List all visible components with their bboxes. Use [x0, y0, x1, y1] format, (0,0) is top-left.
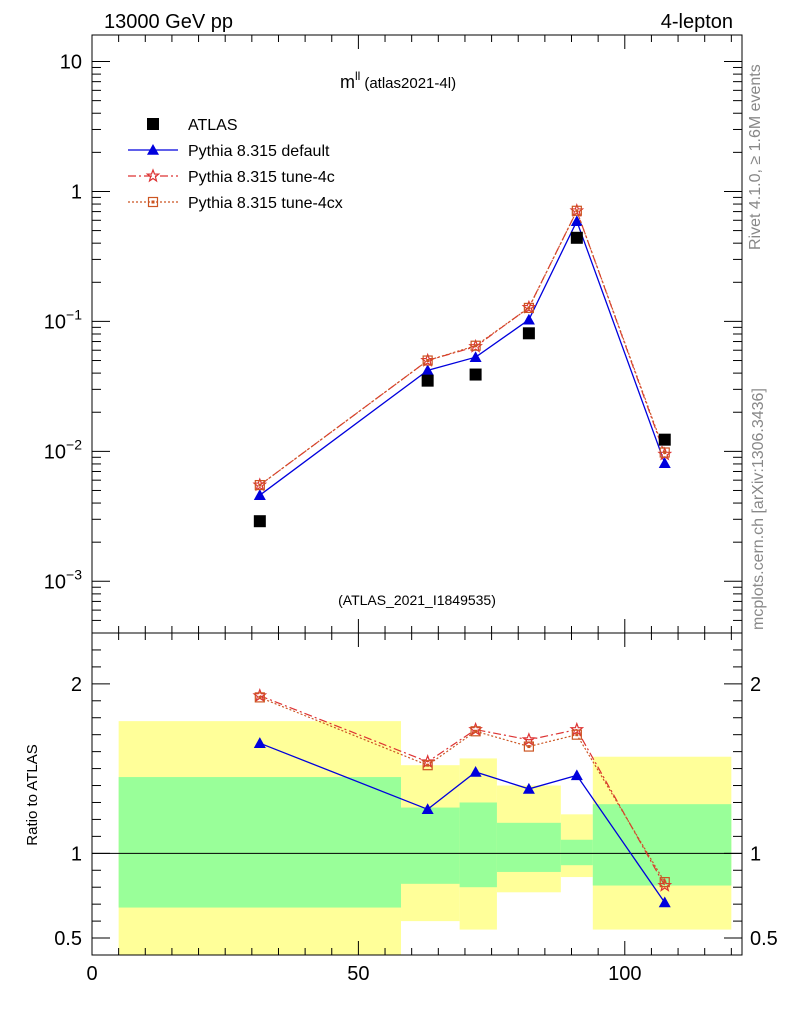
pythia-default-point — [421, 364, 434, 376]
legend-label: Pythia 8.315 tune-4c — [188, 169, 335, 186]
y-tick-base: 10 — [44, 311, 66, 333]
uncertainty-band-green — [592, 804, 732, 886]
pythia-default-point — [253, 489, 266, 500]
series-line-star — [259, 209, 666, 486]
pythia-default-point — [469, 765, 482, 777]
pythia-tune-4cx-point — [422, 355, 433, 366]
ratio-y-tick-label-right: 0.5 — [750, 928, 778, 950]
title-paren: (atlas2021-4l) — [364, 75, 456, 92]
ratio-y-tick-label-right: 2 — [750, 674, 761, 696]
pythia-tune-4cx-point-core — [258, 483, 262, 487]
pythia-tune-4cx-point — [470, 340, 481, 351]
uncertainty-band-green — [496, 822, 561, 872]
pythia-tune-4cx-point — [254, 479, 265, 491]
pythia-tune-4cx-point — [523, 741, 534, 752]
pythia-tune-4cx-point-core — [527, 745, 531, 749]
pythia-tune-4cx-point — [470, 726, 481, 737]
atlas-data-point — [570, 231, 583, 244]
ratio-panel — [92, 687, 742, 955]
y-tick-label: 1 — [71, 181, 82, 203]
y-tick-base: 10 — [44, 571, 66, 593]
main-panel: (ATLAS_2021_I1849535) mll (atlas2021-4l) AT… — [128, 69, 673, 608]
ratio-y-tick-label: 1 — [71, 843, 82, 865]
legend-label: Pythia 8.315 default — [188, 143, 330, 160]
y-tick-exponent: −3 — [66, 566, 82, 582]
pythia-tune-4cx-point — [571, 729, 582, 740]
uncertainty-band-green — [560, 839, 593, 866]
atlas-data-point — [421, 374, 434, 387]
ratio-y-tick-label-right: 1 — [750, 843, 761, 865]
header-process: 13000 GeV pp — [104, 11, 233, 33]
pythia-default-point — [570, 769, 583, 781]
pythia-tune-4c-point — [569, 721, 585, 736]
y-tick-exponent: −1 — [66, 306, 82, 322]
side-label-rivet: Rivet 4.1.0, ≥ 1.6M events — [747, 64, 764, 250]
ratio-y-tick-label: 0.5 — [54, 928, 82, 950]
pythia-tune-4cx-point — [422, 760, 433, 771]
pythia-default-point — [570, 215, 583, 227]
pythia-tune-4c-point — [145, 168, 161, 183]
atlas-data-point — [522, 327, 535, 340]
pythia-tune-4cx-point-core — [663, 450, 667, 454]
series-line-triangle — [259, 219, 666, 496]
series-line-square — [259, 209, 666, 486]
pythia-tune-4cx-point-core — [575, 209, 579, 213]
y-tick-exponent: −2 — [66, 436, 82, 452]
pythia-tune-4cx-point — [659, 877, 670, 888]
pythia-tune-4cx-point — [254, 692, 265, 703]
series-line-star — [259, 695, 666, 886]
pythia-tune-4cx-point-core — [426, 359, 430, 363]
atlas-data-point — [658, 433, 671, 446]
pythia-default-point — [658, 896, 671, 908]
ratio-y-axis-label: Ratio to ATLAS — [24, 744, 41, 845]
plot-title: mll (atlas2021-4l) — [340, 69, 456, 92]
pythia-default-point — [421, 803, 434, 815]
y-tick-label: 10−2 — [44, 436, 82, 463]
pythia-default-point — [253, 737, 266, 748]
title-main: m — [340, 72, 355, 92]
legend-label: ATLAS — [188, 117, 238, 134]
pythia-default-point — [658, 457, 671, 469]
title-superscript: ll — [355, 69, 360, 83]
pythia-tune-4cx-point — [659, 447, 670, 458]
analysis-id-label: (ATLAS_2021_I1849535) — [338, 592, 496, 608]
series-line-square — [259, 696, 666, 883]
pythia-tune-4cx-point-core — [663, 880, 667, 884]
y-tick-label: 10 — [60, 52, 82, 74]
y-tick-label: 10−3 — [44, 566, 82, 593]
atlas-data-point — [469, 368, 482, 381]
ratio-y-tick-label: 2 — [71, 674, 82, 696]
uncertainty-band-green — [118, 777, 402, 908]
ratio-frame — [91, 632, 743, 956]
pythia-default-point — [147, 144, 159, 155]
side-label-mcplots: mcplots.cern.ch [arXiv:1306.3436] — [750, 388, 767, 630]
series-line-triangle — [259, 742, 666, 903]
pythia-tune-4cx-point-core — [258, 695, 262, 699]
x-tick-label: 0 — [86, 963, 97, 985]
y-tick-label: 10−1 — [44, 306, 82, 333]
pythia-tune-4cx-point-core — [474, 729, 478, 733]
y-tick-base: 10 — [44, 441, 66, 463]
legend-label: Pythia 8.315 tune-4cx — [188, 195, 343, 212]
atlas-data-point — [147, 118, 159, 130]
pythia-tune-4cx-point-core — [426, 763, 430, 767]
atlas-data-point — [253, 515, 266, 528]
x-tick-label: 100 — [608, 963, 641, 985]
pythia-tune-4cx-point-core — [151, 200, 155, 204]
pythia-tune-4cx-point-core — [474, 344, 478, 348]
header-channel: 4-lepton — [661, 11, 733, 33]
pythia-tune-4cx-point-core — [527, 306, 531, 310]
pythia-tune-4cx-point-core — [575, 733, 579, 737]
pythia-tune-4cx-point — [571, 205, 582, 216]
x-tick-label: 50 — [347, 963, 369, 985]
pythia-tune-4cx-point — [147, 196, 159, 208]
pythia-default-point — [469, 351, 482, 363]
pythia-default-point — [522, 782, 535, 794]
uncertainty-band-green — [459, 802, 497, 888]
pythia-tune-4cx-point — [523, 302, 534, 314]
uncertainty-band-green — [401, 807, 460, 884]
pythia-default-point — [522, 313, 535, 325]
